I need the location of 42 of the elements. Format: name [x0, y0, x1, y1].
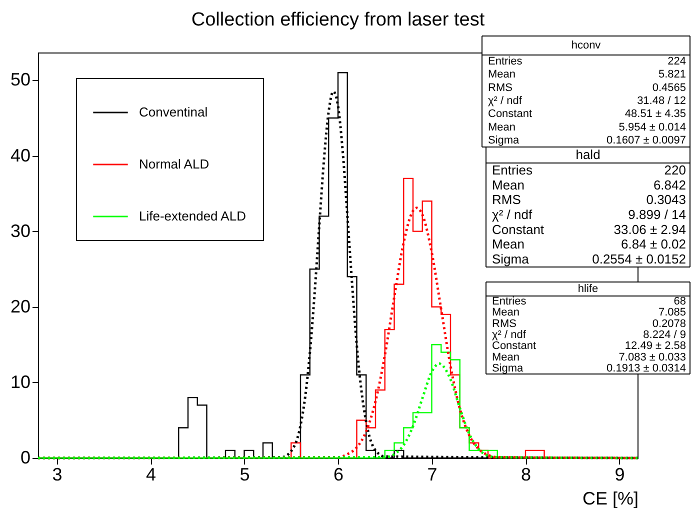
text: Constant 48.51 ± 4.35: [488, 108, 686, 120]
text: Mean 5.954 ± 0.014: [488, 121, 686, 134]
chart-title: Collection efficiency from laser test: [191, 10, 486, 30]
x-tick-label: 6: [333, 464, 344, 484]
x-tick-label: 7: [427, 464, 438, 484]
x-tick-label: 9: [614, 464, 625, 484]
annotation: hlife: [578, 283, 598, 295]
text: Mean 6.842: [492, 177, 686, 192]
legend-label: Life-extended ALD: [139, 208, 246, 224]
text: Mean 6.84 ± 0.02: [492, 236, 686, 252]
x-tick-label: 3: [52, 464, 62, 484]
y-tick-label: 0: [20, 448, 30, 468]
x-tick-label: 8: [520, 464, 532, 484]
x-tick-label: 5: [240, 464, 250, 484]
text: RMS 0.4565: [488, 82, 686, 94]
text: Constant 12.49 ± 2.58: [492, 340, 686, 352]
text: Mean 7.085: [492, 306, 686, 319]
text: RMS 0.2078: [492, 318, 686, 330]
legend-label: Conventinal: [139, 104, 208, 120]
annotation: hald: [576, 147, 600, 162]
text: χ² / ndf 9.899 / 14: [492, 207, 686, 222]
text: Sigma 0.1607 ± 0.0097: [488, 134, 686, 146]
x-tick-label: 4: [146, 464, 156, 484]
text: Sigma 0.2554 ± 0.0152: [492, 252, 686, 267]
text: Constant 33.06 ± 2.94: [492, 222, 686, 237]
y-tick-label: 50: [10, 70, 30, 90]
y-tick-label: 30: [10, 220, 30, 241]
text: hconv: [571, 40, 602, 52]
x-axis-title: CE [%]: [582, 488, 638, 508]
text: χ² / ndf 31.48 / 12: [488, 95, 686, 107]
text: Entries 220: [492, 162, 686, 178]
y-tick-label: 20: [10, 296, 30, 316]
text: Mean 5.821: [488, 68, 686, 81]
text: Mean 7.083 ± 0.033: [492, 351, 686, 364]
text: Entries 68: [492, 296, 686, 308]
y-tick-label: 10: [10, 372, 30, 392]
legend-label: Normal ALD: [139, 156, 210, 172]
text: RMS 0.3043: [492, 192, 686, 208]
text: χ² / ndf 8.224 / 9: [492, 329, 686, 341]
text: Sigma 0.1913 ± 0.0314: [492, 362, 686, 374]
y-tick-label: 40: [10, 145, 30, 166]
text: Entries 224: [488, 56, 686, 68]
